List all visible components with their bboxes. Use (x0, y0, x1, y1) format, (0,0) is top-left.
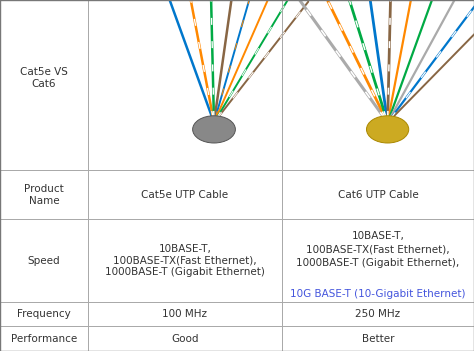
Text: 10BASE-T,
100BASE-TX(Fast Ethernet),
1000BASE-T (Gigabit Ethernet),: 10BASE-T, 100BASE-TX(Fast Ethernet), 100… (296, 231, 460, 268)
Text: 10G BASE-T (10-Gigabit Ethernet): 10G BASE-T (10-Gigabit Ethernet) (290, 289, 466, 299)
Text: Cat5e VS
Cat6: Cat5e VS Cat6 (20, 67, 68, 89)
Ellipse shape (366, 116, 409, 143)
Text: Product
Name: Product Name (24, 184, 64, 206)
Text: Speed: Speed (27, 256, 60, 266)
Text: Frequency: Frequency (17, 309, 71, 319)
Bar (282, 0, 474, 170)
Bar (88, 0, 282, 170)
Text: 100 MHz: 100 MHz (163, 309, 207, 319)
Text: Good: Good (171, 334, 199, 344)
Text: Cat5e UTP Cable: Cat5e UTP Cable (141, 190, 228, 200)
Text: Better: Better (362, 334, 394, 344)
Text: Cat6 UTP Cable: Cat6 UTP Cable (337, 190, 419, 200)
Ellipse shape (192, 116, 236, 143)
Text: Performance: Performance (11, 334, 77, 344)
Text: 250 MHz: 250 MHz (356, 309, 401, 319)
Text: 10BASE-T,
100BASE-TX(Fast Ethernet),
1000BASE-T (Gigabit Ethernet): 10BASE-T, 100BASE-TX(Fast Ethernet), 100… (105, 244, 265, 277)
